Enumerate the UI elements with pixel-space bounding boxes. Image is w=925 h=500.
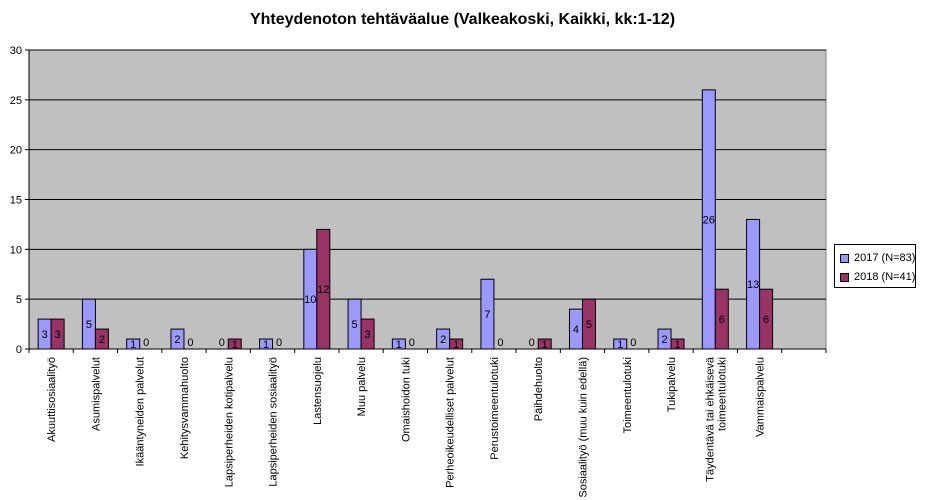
y-tick-label: 20	[10, 145, 22, 157]
x-tick-label-line: Kehitysvammahuolto	[179, 357, 191, 459]
data-label: 5	[586, 319, 592, 331]
data-label: 1	[617, 339, 623, 351]
x-tick-label: Lapsiperheiden sosiaalityö	[268, 357, 280, 487]
data-label: 10	[304, 294, 316, 306]
x-tick-label-line: Tukipalvelu	[666, 357, 678, 412]
data-label: 1	[130, 339, 136, 351]
data-label: 2	[174, 334, 180, 346]
data-label: 1	[453, 339, 459, 351]
data-label: 5	[86, 319, 92, 331]
data-label: 2	[99, 334, 105, 346]
x-tick-label: Sosiaalityö (muu kuin edellä)	[577, 357, 589, 498]
legend: 2017 (N=83) 2018 (N=41)	[834, 244, 916, 288]
x-tick-label-line: Lapsiperheiden kotipalvelu	[223, 357, 235, 487]
data-label: 1	[542, 339, 548, 351]
x-tick-label-line: Perustoimeentulotuki	[489, 357, 501, 460]
data-label: 5	[352, 319, 358, 331]
data-label: 7	[484, 309, 490, 321]
data-label: 1	[263, 339, 269, 351]
x-tick-label: Perheoikeudelliset palvelut	[445, 357, 457, 488]
x-tick-label: Muu palvelu	[356, 357, 368, 416]
chart-title: Yhteydenoton tehtäväalue (Valkeakoski, K…	[249, 11, 676, 28]
legend-item-2018: 2018 (N=41)	[840, 270, 915, 284]
x-tick-label: Vammaispalvelu	[755, 357, 767, 437]
y-tick-label: 25	[10, 95, 22, 107]
bars	[37, 89, 774, 350]
data-label: 3	[365, 329, 371, 341]
data-label: 13	[747, 279, 759, 291]
x-tick-label: Ikääntyneiden palvelut	[135, 357, 147, 466]
y-tick-label: 30	[10, 45, 22, 57]
data-label: 3	[55, 329, 61, 341]
x-tick-label-line: Sosiaalityö (muu kuin edellä)	[577, 357, 589, 498]
x-tick-label: Akuuttisosiaalityö	[46, 357, 58, 442]
x-tick-label-line: Päihdehuolto	[533, 357, 545, 421]
data-label: 12	[317, 284, 329, 296]
data-label: 6	[763, 314, 769, 326]
legend-label-2018: 2018 (N=41)	[854, 271, 916, 283]
x-tick-label-line: Muu palvelu	[356, 357, 368, 416]
x-tick-label: Perustoimeentulotuki	[489, 357, 501, 460]
data-label: 0	[187, 337, 193, 349]
x-tick-label: Päihdehuolto	[533, 357, 545, 421]
legend-swatch-2017	[840, 253, 849, 263]
x-tick-label: Toimeentulotuki	[622, 357, 634, 433]
y-tick-label: 0	[16, 344, 22, 356]
data-label: 0	[276, 337, 282, 349]
x-tick-label-line: Omaishoidon tuki	[400, 357, 412, 442]
x-tick-label: Täydentävä tai ehkäisevä toimeentulotuki	[704, 356, 728, 482]
data-label: 0	[529, 337, 535, 349]
x-tick-label: Asumispalvelut	[90, 357, 102, 431]
data-label: 0	[630, 337, 636, 349]
x-tick-label: Tukipalvelu	[666, 357, 678, 412]
data-label: 4	[573, 324, 579, 336]
x-tick-label: Lapsiperheiden kotipalvelu	[223, 357, 235, 487]
grid-lines	[29, 49, 826, 300]
data-label: 0	[409, 337, 415, 349]
data-label: 0	[219, 337, 225, 349]
data-label: 26	[703, 214, 715, 226]
y-tick-label: 5	[16, 294, 22, 306]
y-tick-label: 10	[10, 244, 22, 256]
data-label: 1	[232, 339, 238, 351]
x-tick-label: Omaishoidon tuki	[400, 357, 412, 442]
legend-label-2017: 2017 (N=83)	[854, 252, 916, 264]
x-tick-label: Kehitysvammahuolto	[179, 357, 191, 459]
x-tick-label-line: toimeentulotuki	[716, 357, 728, 431]
data-label: 3	[42, 329, 48, 341]
x-tick-label: Lastensuojelu	[312, 357, 324, 425]
legend-swatch-2018	[840, 272, 849, 282]
x-tick-label-line: Ikääntyneiden palvelut	[135, 357, 147, 466]
x-tick-label-line: Perheoikeudelliset palvelut	[445, 357, 457, 488]
data-label: 1	[674, 339, 680, 351]
data-label: 1	[396, 339, 402, 351]
data-label: 6	[719, 314, 725, 326]
data-label: 0	[143, 337, 149, 349]
x-tick-label-line: Asumispalvelut	[90, 357, 102, 431]
x-tick-label-line: Akuuttisosiaalityö	[46, 357, 58, 442]
data-label: 2	[440, 334, 446, 346]
legend-item-2017: 2017 (N=83)	[840, 251, 915, 265]
x-tick-label-line: Vammaispalvelu	[755, 357, 767, 437]
x-tick-label-line: Lapsiperheiden sosiaalityö	[268, 357, 280, 487]
x-tick-label-line: Täydentävä tai ehkäisevä	[704, 356, 716, 482]
data-label: 0	[497, 337, 503, 349]
x-tick-label-line: Lastensuojelu	[312, 357, 324, 425]
y-tick-label: 15	[10, 195, 22, 207]
x-tick-label-line: Toimeentulotuki	[622, 357, 634, 433]
data-label: 2	[661, 334, 667, 346]
